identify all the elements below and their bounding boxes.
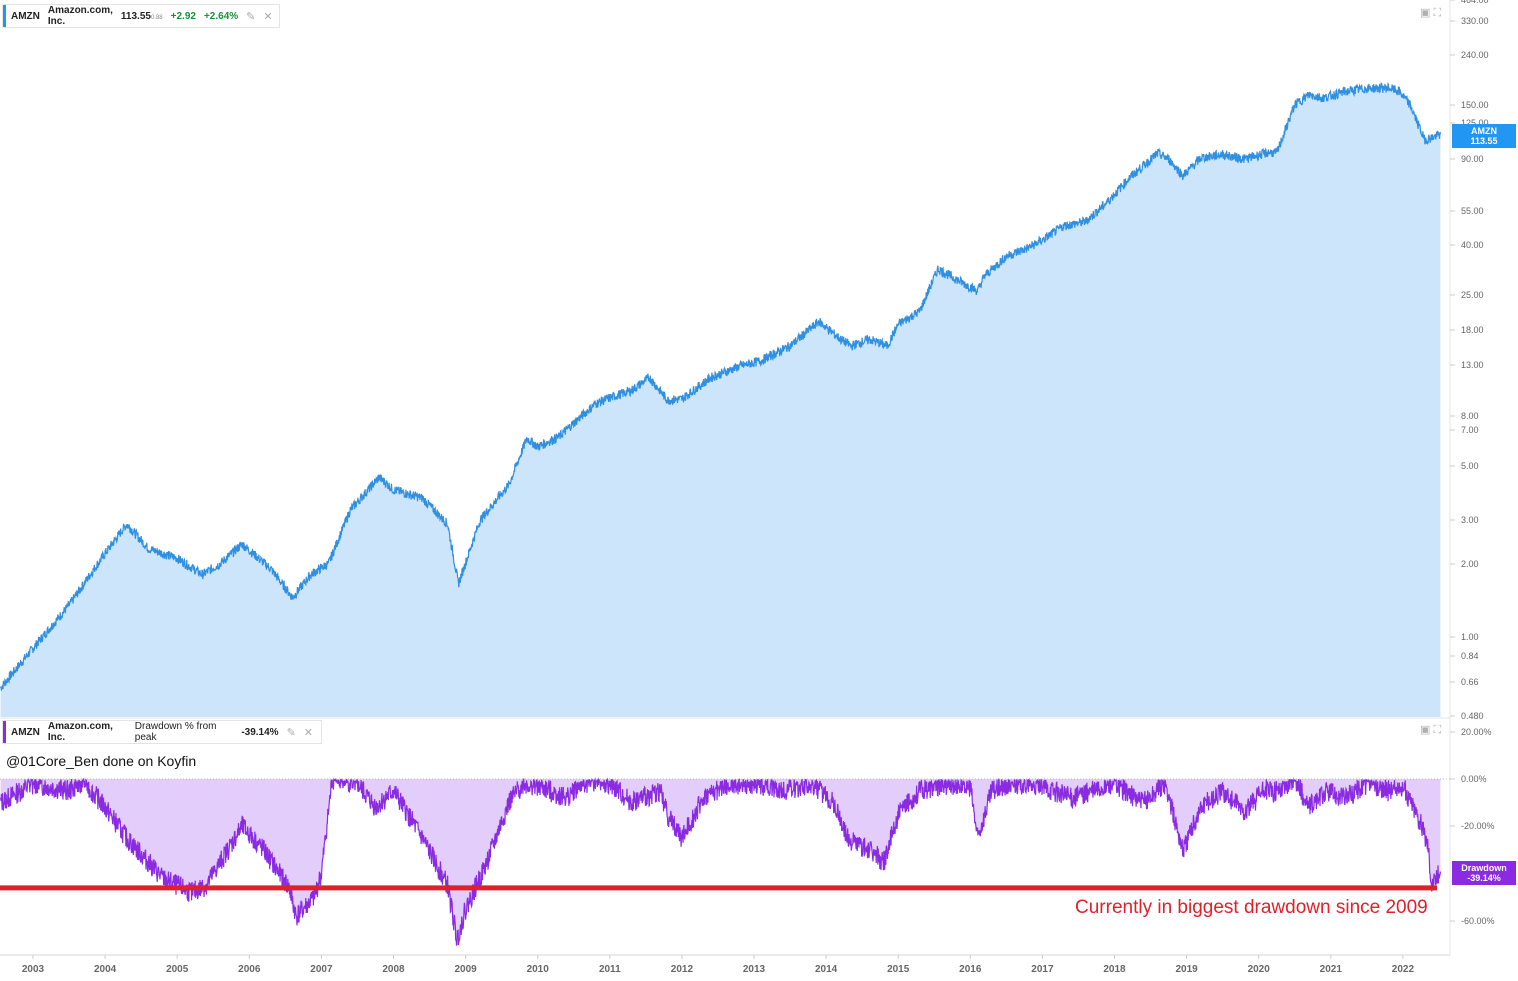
drawdown-badge-label: Drawdown [1461, 863, 1507, 873]
price-y-tick-label: 8.00 [1461, 411, 1479, 421]
price-legend[interactable]: AMZN Amazon.com, Inc. 113.550.88 +2.92 +… [2, 4, 280, 28]
x-tick-label: 2009 [454, 964, 477, 975]
price-y-tick-label: 5.00 [1461, 461, 1479, 471]
screenshot-icon[interactable]: ▣ [1420, 724, 1431, 736]
drawdown-series-line[interactable] [0, 776, 1441, 946]
price-y-tick-label: 464.00 [1461, 0, 1489, 5]
price-y-tick-label: 40.00 [1461, 240, 1484, 250]
drawdown-y-tick-label: -60.00% [1461, 916, 1495, 926]
x-tick-label: 2007 [310, 964, 333, 975]
close-icon[interactable]: ✕ [263, 10, 273, 23]
price-panel-controls: ▣ ⛶ [1420, 6, 1441, 20]
price-y-tick-label: 55.00 [1461, 206, 1484, 216]
x-tick-label: 2016 [959, 964, 982, 975]
x-tick-label: 2019 [1175, 964, 1198, 975]
x-tick-label: 2010 [527, 964, 550, 975]
x-tick-label: 2004 [94, 964, 117, 975]
drawdown-legend-color-bar [3, 721, 6, 743]
x-tick-label: 2018 [1103, 964, 1126, 975]
price-area-fill [0, 83, 1441, 717]
time-x-axis: 2003 2004 2005 2006 2007 2008 2009 2010 2011 2012… [22, 955, 1415, 975]
x-tick-label: 2013 [743, 964, 766, 975]
drawdown-legend-company: Amazon.com, Inc. [47, 721, 113, 743]
price-y-tick-label: 7.00 [1461, 425, 1479, 435]
drawdown-panel-controls: ▣ ⛶ [1420, 723, 1441, 737]
x-tick-label: 2006 [238, 964, 261, 975]
x-tick-label: 2011 [599, 964, 621, 975]
price-badge-value: 113.55 [1470, 136, 1498, 146]
x-tick-label: 2021 [1320, 964, 1343, 975]
price-legend-price-small: 0.88 [150, 14, 163, 21]
expand-icon[interactable]: ⛶ [1433, 7, 1442, 19]
drawdown-legend[interactable]: AMZN Amazon.com, Inc. Drawdown % from pe… [2, 720, 322, 744]
drawdown-y-tick-label: 20.00% [1461, 727, 1492, 737]
price-series-line[interactable] [0, 82, 1441, 691]
price-y-tick-label: 125.00 [1461, 118, 1489, 128]
x-tick-label: 2015 [887, 964, 910, 975]
price-y-tick-label: 0.66 [1461, 677, 1479, 687]
price-legend-company: Amazon.com, Inc. [47, 5, 113, 27]
drawdown-y-tick-label: 0.00% [1461, 774, 1487, 784]
price-y-tick-label: 240.00 [1461, 50, 1489, 60]
price-legend-change-pct: +2.64% [203, 10, 239, 22]
drawdown-badge-value: -39.14% [1467, 873, 1501, 883]
price-legend-price-value: 113.55 [120, 10, 151, 22]
price-y-tick-label: 3.00 [1461, 515, 1479, 525]
price-y-tick-label: 2.00 [1461, 559, 1479, 569]
drawdown-legend-ticker: AMZN [11, 726, 40, 738]
price-y-tick-label: 13.00 [1461, 360, 1484, 370]
x-tick-label: 2022 [1392, 964, 1415, 975]
drawdown-y-tick-label: -20.00% [1461, 821, 1495, 831]
price-legend-ticker: AMZN [11, 10, 40, 22]
x-tick-label: 2014 [815, 964, 838, 975]
price-y-tick-label: 25.00 [1461, 290, 1484, 300]
drawdown-area-fill [0, 779, 1441, 945]
drawdown-legend-indicator: Drawdown % from peak [134, 721, 217, 743]
x-tick-label: 2003 [22, 964, 45, 975]
price-y-tick-label: 0.84 [1461, 651, 1479, 661]
price-y-tick-label: 1.00 [1461, 632, 1479, 642]
price-legend-change: +2.92 [170, 10, 196, 22]
price-y-tick-label: 0.480 [1461, 711, 1484, 721]
x-tick-label: 2017 [1031, 964, 1054, 975]
price-badge: AMZN 113.55 [1452, 124, 1516, 148]
price-y-tick-label: 330.00 [1461, 16, 1489, 26]
expand-icon[interactable]: ⛶ [1433, 724, 1442, 736]
price-y-axis: 0.480 0.66 0.84 1.00 2.00 3.00 5.00 7.00 8.00 13.… [1450, 0, 1489, 721]
drawdown-annotation: Currently in biggest drawdown since 2009 [1075, 897, 1428, 918]
author-watermark: @01Core_Ben done on Koyfin [6, 753, 197, 769]
price-badge-ticker: AMZN [1471, 126, 1497, 136]
x-tick-label: 2008 [382, 964, 405, 975]
eyedropper-icon[interactable]: ✎ [286, 726, 296, 739]
drawdown-y-axis: 20.00% 0.00% -20.00% -60.00% [1450, 727, 1495, 926]
price-legend-color-bar [3, 5, 6, 27]
x-tick-label: 2005 [166, 964, 189, 975]
eyedropper-icon[interactable]: ✎ [246, 10, 256, 23]
price-legend-price: 113.550.88 [121, 11, 163, 22]
x-tick-label: 2012 [671, 964, 694, 975]
close-icon[interactable]: ✕ [303, 726, 313, 739]
drawdown-legend-value: -39.14% [241, 726, 279, 738]
x-tick-label: 2020 [1248, 964, 1271, 975]
drawdown-badge: Drawdown -39.14% [1452, 861, 1516, 885]
price-y-tick-label: 18.00 [1461, 325, 1484, 335]
price-y-tick-label: 150.00 [1461, 100, 1489, 110]
screenshot-icon[interactable]: ▣ [1420, 7, 1431, 19]
price-y-tick-label: 90.00 [1461, 154, 1484, 164]
